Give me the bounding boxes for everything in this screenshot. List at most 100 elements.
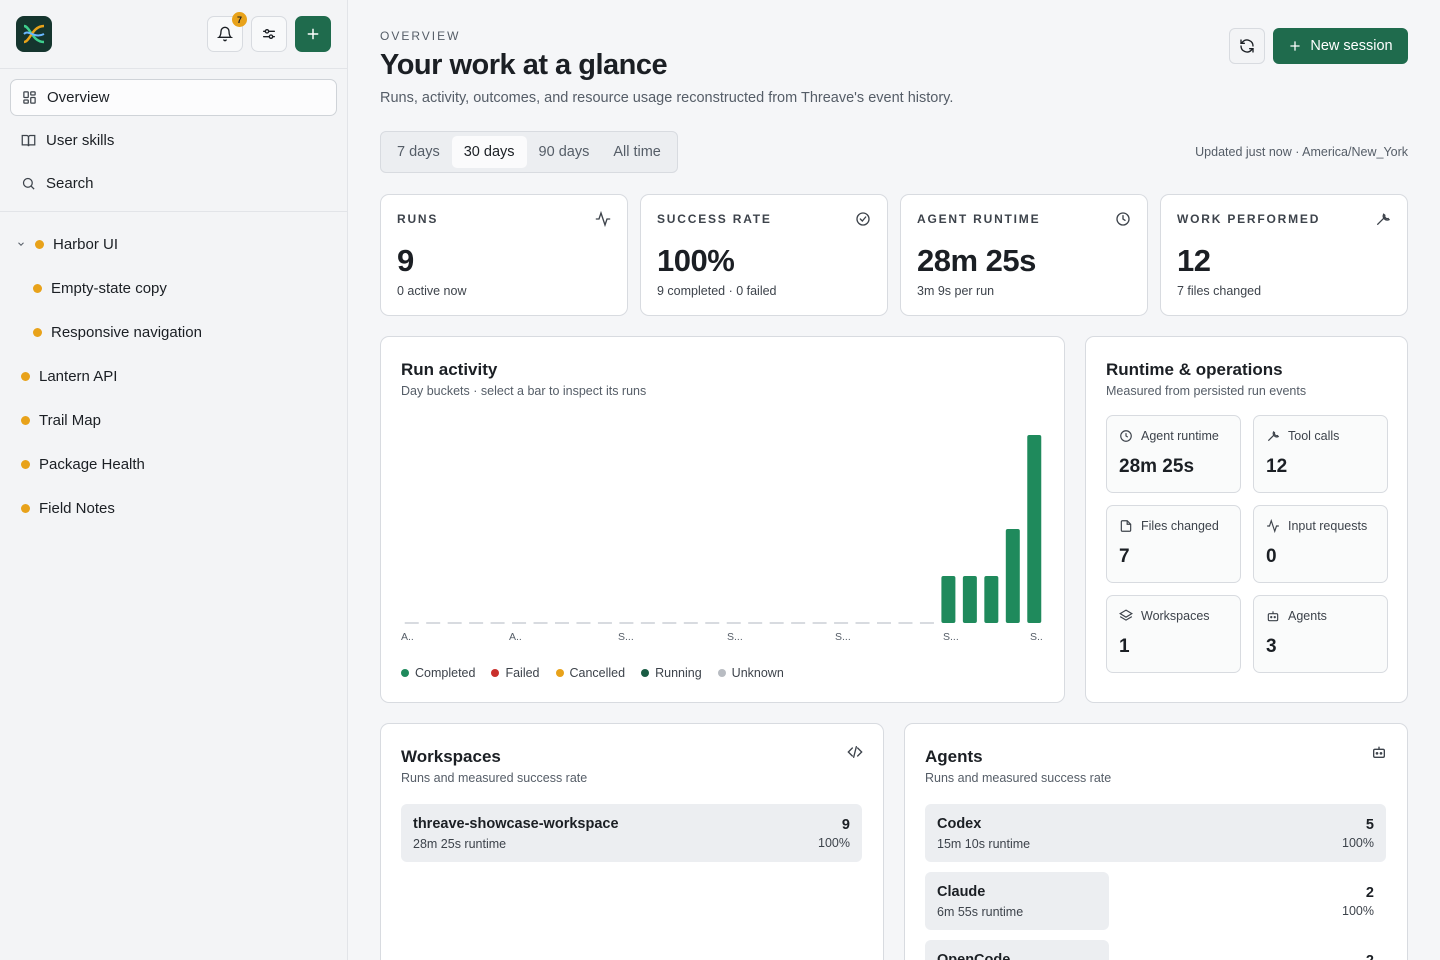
workspace-row[interactable]: threave-showcase-workspace 28m 25s runti… [401, 804, 862, 862]
status-dot [21, 371, 30, 381]
stat-card-runs: RUNS 9 0 active now [380, 194, 628, 316]
add-button[interactable] [295, 16, 331, 52]
legend-label: Cancelled [569, 666, 626, 680]
notification-count-badge: 7 [232, 12, 247, 27]
activity-icon [595, 211, 611, 227]
metric-value: 1 [1119, 636, 1130, 657]
card-title: Runtime & operations [1106, 360, 1283, 379]
clock-icon [1120, 430, 1132, 442]
agent-row-opencode[interactable]: OpenCode 2 [925, 940, 1386, 960]
range-30-days[interactable]: 30 days [451, 136, 527, 168]
row-name: Codex [937, 816, 982, 832]
stat-card-agent-runtime: AGENT RUNTIME 28m 25s 3m 9s per run [900, 194, 1148, 316]
row-share-bar [401, 804, 862, 862]
row-count: 2 [1366, 953, 1374, 960]
x-tick-label: S... [618, 631, 634, 643]
row-count: 2 [1365, 885, 1374, 901]
refresh-button[interactable] [1229, 28, 1265, 64]
chart-legend: Completed Failed Cancelled Running Unkno… [401, 666, 784, 680]
project-label: Package Health [39, 455, 145, 473]
wrench-icon [1267, 431, 1280, 442]
chart-bar[interactable] [1027, 435, 1042, 623]
row-runtime: 6m 55s runtime [937, 905, 1024, 919]
metric-value: 7 [1119, 546, 1130, 567]
nav-item-overview[interactable]: Overview [10, 79, 337, 116]
sliders-icon [263, 29, 275, 39]
bot-icon [1373, 746, 1385, 758]
row-share-bar [925, 804, 1386, 862]
metric-label: Agents [1288, 609, 1327, 623]
status-dot [21, 459, 30, 469]
metric-value: 12 [1266, 456, 1288, 477]
agent-row-claude[interactable]: Claude 6m 55s runtime 2 100% [925, 872, 1386, 930]
card-subtitle: Runs and measured success rate [925, 771, 1112, 785]
legend-item-unknown: Unknown [717, 666, 784, 680]
nav-item-label: Search [46, 175, 94, 192]
metric-value: 28m 25s [1119, 456, 1195, 477]
app-logo[interactable] [16, 16, 52, 52]
chart-bar[interactable] [1005, 529, 1020, 623]
project-label: Field Notes [39, 499, 115, 517]
x-tick-label: S... [835, 631, 851, 643]
status-dot [21, 415, 30, 425]
metric-label: Files changed [1141, 519, 1219, 533]
legend-item-failed: Failed [491, 666, 540, 680]
status-dot [35, 239, 44, 249]
row-rate: 100% [1342, 836, 1374, 850]
project-item-harbor-ui[interactable]: Harbor UI [0, 222, 347, 266]
chart-bar[interactable] [962, 576, 977, 623]
stat-label: AGENT RUNTIME [917, 212, 1041, 226]
metric-label: Agent runtime [1141, 429, 1219, 443]
new-session-button[interactable]: New session [1273, 28, 1408, 64]
project-item-responsive-navigation[interactable]: Responsive navigation [0, 310, 347, 354]
project-label: Harbor UI [53, 235, 119, 253]
nav-item-search[interactable]: Search [10, 165, 337, 202]
legend-item-completed: Completed [401, 666, 475, 680]
page-subtitle: Runs, activity, outcomes, and resource u… [380, 90, 954, 106]
plus-icon [1290, 41, 1301, 51]
range-7-days[interactable]: 7 days [397, 144, 440, 160]
agent-row-codex[interactable]: Codex 15m 10s runtime 5 100% [925, 804, 1386, 862]
row-share-bar [925, 872, 1110, 930]
stat-value: 100% [657, 243, 735, 278]
card-title: Agents [925, 747, 983, 766]
bell-icon [217, 26, 233, 42]
status-dot [33, 327, 42, 337]
time-range-selector: 7 days 30 days 90 days All time [380, 131, 678, 173]
new-session-label: New session [1310, 38, 1393, 54]
file-icon [1120, 520, 1132, 532]
range-90-days[interactable]: 90 days [538, 144, 590, 160]
book-icon [21, 134, 36, 147]
project-label: Trail Map [39, 411, 101, 429]
project-item-trail-map[interactable]: Trail Map [0, 398, 347, 442]
project-item-lantern-api[interactable]: Lantern API [0, 354, 347, 398]
chart-bar[interactable] [984, 576, 999, 623]
settings-button[interactable] [251, 16, 287, 52]
card-subtitle: Day buckets · select a bar to inspect it… [401, 384, 647, 398]
search-icon [22, 177, 35, 190]
legend-label: Failed [505, 666, 540, 680]
stat-sub: 0 active now [397, 284, 467, 298]
row-share-bar [925, 940, 1110, 960]
project-item-field-notes[interactable]: Field Notes [0, 486, 347, 530]
x-tick-label: S.. [1030, 631, 1043, 643]
metric-label: Input requests [1288, 519, 1368, 533]
project-item-package-health[interactable]: Package Health [0, 442, 347, 486]
metric-label: Workspaces [1141, 609, 1210, 623]
metric-agents: Agents 3 [1253, 595, 1388, 673]
metric-value: 0 [1266, 546, 1277, 567]
run-activity-chart[interactable] [401, 425, 1045, 625]
nav-item-user-skills[interactable]: User skills [10, 122, 337, 159]
project-item-empty-state-copy[interactable]: Empty-state copy [0, 266, 347, 310]
range-all-time[interactable]: All time [613, 144, 661, 160]
notifications-button[interactable]: 7 [207, 12, 247, 52]
row-runtime: 28m 25s runtime [413, 837, 507, 851]
stat-sub: 9 completed · 0 failed [657, 284, 777, 298]
legend-swatch [555, 669, 564, 677]
chart-bar[interactable] [941, 576, 956, 623]
row-runtime: 15m 10s runtime [937, 837, 1031, 851]
bot-icon [1267, 611, 1279, 622]
chevron-down-icon[interactable] [16, 239, 26, 249]
legend-swatch [717, 669, 726, 677]
stat-label: SUCCESS RATE [657, 212, 772, 226]
